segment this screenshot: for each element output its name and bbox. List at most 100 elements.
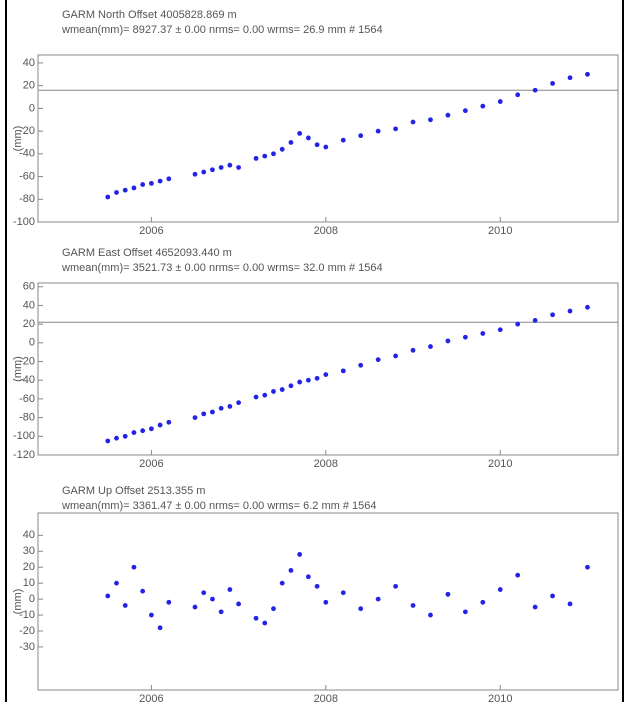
- y-tick-label: 30: [23, 545, 35, 557]
- y-tick-label: -40: [19, 148, 35, 160]
- plot-frame: [37, 282, 619, 456]
- data-point: [105, 194, 111, 200]
- data-point: [428, 344, 433, 349]
- data-point: [210, 596, 215, 602]
- data-point: [262, 392, 268, 398]
- y-tick-label: -20: [19, 125, 35, 137]
- data-point: [122, 187, 128, 193]
- data-point: [271, 389, 276, 394]
- y-axis-label: (mm): [12, 589, 24, 615]
- x-tick-label: 2006: [139, 458, 163, 470]
- plot-frame: [37, 54, 619, 223]
- data-point: [227, 587, 233, 592]
- data-point: [497, 327, 503, 333]
- data-point: [445, 591, 451, 597]
- data-point: [122, 603, 128, 608]
- y-tick-label: -30: [19, 641, 35, 653]
- data-point: [253, 394, 259, 400]
- x-tick-label: 2010: [488, 693, 512, 702]
- y-tick-label: -60: [19, 393, 35, 405]
- data-point: [305, 574, 311, 580]
- y-axis-label: (mm): [12, 356, 24, 382]
- data-point: [410, 603, 416, 608]
- y-tick-label: 10: [23, 577, 35, 589]
- data-point: [480, 599, 486, 605]
- data-point: [340, 368, 346, 374]
- data-point: [157, 422, 163, 428]
- panel-subtitle: wmean(mm)= 8927.37 ± 0.00 nrms= 0.00 wrm…: [61, 24, 383, 36]
- y-tick-label: -60: [19, 170, 35, 182]
- data-point: [410, 119, 416, 125]
- data-point: [105, 593, 111, 599]
- x-tick-label: 2010: [488, 458, 512, 470]
- data-point: [375, 128, 381, 134]
- data-point: [140, 182, 146, 187]
- panel-title: GARM North Offset 4005828.869 m: [62, 9, 237, 21]
- data-point: [279, 387, 285, 392]
- data-point: [358, 362, 364, 368]
- data-point: [532, 604, 538, 610]
- data-point: [131, 430, 137, 435]
- data-point: [140, 588, 146, 594]
- y-axis-label: (mm): [12, 126, 24, 152]
- data-point: [236, 400, 242, 406]
- data-point: [375, 596, 381, 602]
- data-point: [227, 403, 233, 409]
- data-point: [279, 146, 285, 152]
- data-point: [550, 81, 555, 86]
- data-point: [288, 568, 294, 573]
- data-point: [340, 590, 346, 596]
- x-tick-label: 2006: [139, 693, 163, 702]
- data-point: [445, 112, 451, 118]
- data-point: [114, 190, 119, 195]
- data-point: [131, 564, 137, 570]
- data-point: [314, 583, 320, 589]
- data-point: [227, 162, 233, 168]
- data-point: [462, 609, 468, 615]
- data-point: [567, 601, 573, 607]
- data-point: [157, 625, 163, 631]
- data-point: [340, 137, 346, 143]
- data-point: [148, 180, 154, 186]
- data-point: [236, 601, 242, 607]
- data-point: [314, 375, 320, 381]
- x-tick-label: 2006: [139, 225, 163, 237]
- data-point: [445, 338, 451, 344]
- data-point: [297, 552, 303, 557]
- x-tick-label: 2008: [314, 693, 338, 702]
- x-tick-label: 2008: [314, 225, 338, 237]
- data-point: [480, 103, 486, 109]
- data-point: [262, 153, 268, 159]
- y-tick-label: 0: [29, 102, 35, 114]
- data-point: [166, 176, 172, 182]
- data-point: [567, 75, 573, 81]
- data-point: [375, 357, 381, 363]
- data-point: [122, 433, 128, 439]
- data-point: [297, 130, 303, 136]
- data-point: [515, 572, 521, 578]
- y-tick-label: 40: [23, 57, 35, 69]
- data-point: [114, 435, 119, 441]
- data-point: [515, 92, 521, 98]
- data-point: [218, 609, 224, 615]
- data-point: [358, 133, 364, 139]
- data-point: [585, 564, 590, 570]
- data-point: [192, 415, 198, 421]
- data-point: [218, 165, 224, 170]
- y-tick-label: -40: [19, 374, 35, 386]
- y-tick-label: -10: [19, 609, 35, 621]
- data-point: [323, 599, 329, 605]
- x-tick-label: 2008: [314, 458, 338, 470]
- y-tick-label: -80: [19, 412, 35, 424]
- plot-frame: [37, 512, 619, 691]
- data-point: [105, 438, 111, 444]
- data-point: [114, 580, 119, 586]
- data-point: [358, 606, 364, 612]
- x-tick-label: 2010: [488, 225, 512, 237]
- data-point: [393, 126, 398, 132]
- data-point: [585, 71, 590, 77]
- y-tick-label: 40: [23, 529, 35, 541]
- data-point: [201, 411, 207, 417]
- data-point: [271, 606, 276, 612]
